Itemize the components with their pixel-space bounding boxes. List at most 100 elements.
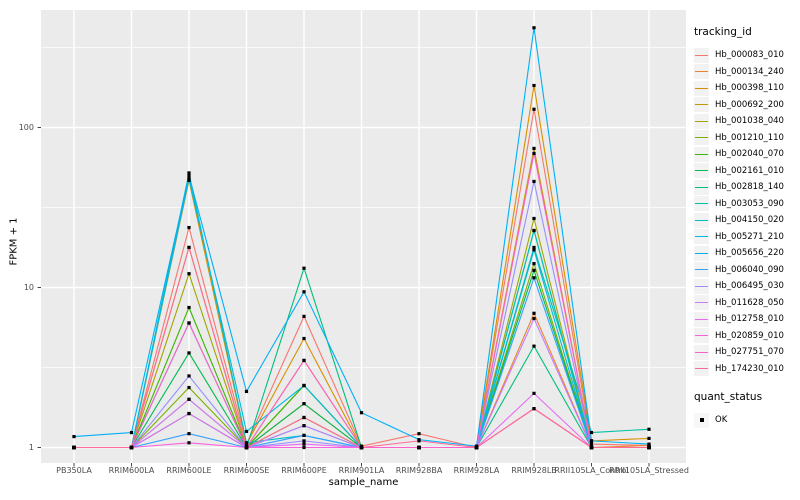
data-point [532,83,536,88]
legend-key-line-icon [694,344,709,360]
data-point [187,351,191,355]
legend-item: Hb_000692_200 [694,97,800,114]
legend-key-line-icon [694,64,709,80]
data-point [302,445,306,450]
legend-key-line-icon [694,295,709,311]
legend-item-label: Hb_000083_010 [715,50,784,61]
data-point [532,146,536,151]
x-tick-label: RRIM928BA [395,466,443,475]
legend-item-label: Hb_002040_070 [715,149,784,160]
legend-item: Hb_002161_010 [694,163,800,180]
data-point [532,276,536,280]
data-point [532,344,536,348]
data-point [647,442,651,446]
legend-item: Hb_006495_030 [694,278,800,295]
data-point [302,266,306,270]
legend-item: Hb_174230_010 [694,361,800,378]
series-color-line-icon [695,203,708,205]
legend-item-label: Hb_000134_240 [715,66,784,77]
data-point [302,290,306,294]
data-point [187,174,191,178]
series-color-line-icon [695,252,708,254]
data-point [187,385,191,390]
data-point [302,439,306,443]
legend-key-line-icon [694,361,709,377]
series-color-line-icon [695,236,708,238]
legend-key-line-icon [694,113,709,129]
data-point [187,374,191,378]
legend-title-quant-status: quant_status [694,391,763,403]
quant-status-label: OK [715,415,728,426]
data-point [417,439,421,443]
data-point [187,272,191,276]
series-color-line-icon [695,219,708,221]
legend-key-line-icon [694,245,709,261]
legend-item: Hb_002818_140 [694,179,800,196]
legend-item-label: Hb_004150_020 [715,215,784,226]
y-tick-label: 100 [18,122,34,132]
data-point [589,430,594,435]
data-point [474,445,479,450]
legend-key-line-icon [694,47,709,63]
data-point [72,434,76,439]
x-tick-label: RRII105LA_Stressed [609,466,689,475]
legend-item: Hb_002040_070 [694,146,800,163]
series-color-line-icon [695,269,708,271]
legend-key-line-icon [694,278,709,294]
legend-item-label: Hb_000692_200 [715,99,784,110]
series-color-line-icon [695,302,708,304]
panel-background [41,10,686,463]
series-color-line-icon [695,318,708,320]
legend-item: Hb_006040_090 [694,262,800,279]
legend-item-label: Hb_003053_090 [715,198,784,209]
legend-item-label: Hb_011628_050 [715,297,784,308]
data-point [187,305,191,310]
data-point [302,442,306,446]
legend-item-label: Hb_001210_110 [715,132,784,143]
series-color-line-icon [695,87,708,89]
legend-item: Hb_000398_110 [694,80,800,97]
legend-item: Hb_004150_020 [694,212,800,229]
legend-item: Hb_020859_010 [694,328,800,345]
legend-item: Hb_001038_040 [694,113,800,130]
data-point [589,445,594,450]
series-color-line-icon [695,71,708,73]
data-point [532,107,536,111]
data-point [302,383,306,388]
quant-status-key-icon [694,412,709,428]
x-tick-label: RRIM600LA [108,466,155,475]
series-color-line-icon [695,54,708,56]
legend-key-line-icon [694,311,709,327]
legend-item-label: Hb_002818_140 [715,182,784,193]
data-point [302,358,306,363]
data-point [417,432,421,436]
legend-item: Hb_003053_090 [694,196,800,213]
x-tick-label: RRIM600SE [223,466,270,475]
quant-status-items: OK [694,412,800,429]
legend-item-label: Hb_000398_110 [715,83,784,94]
y-axis-title: FPKM + 1 [8,217,20,266]
data-point [244,429,249,434]
data-point [187,178,191,183]
series-color-line-icon [695,186,708,188]
black-square-marker-icon [699,418,704,423]
legend-key-line-icon [694,328,709,344]
legend-title-tracking-id: tracking_id [694,26,752,38]
data-point [532,151,536,156]
data-point [532,262,536,266]
data-point [532,228,536,233]
series-color-line-icon [695,120,708,122]
legend-item: Hb_011628_050 [694,295,800,312]
data-point [129,445,134,450]
x-tick-label: PB350LA [56,466,92,475]
data-point [532,407,536,411]
series-color-line-icon [695,104,708,106]
data-point [129,430,134,435]
data-point [532,268,536,272]
data-point [72,445,76,450]
legend-item-label: Hb_005271_210 [715,231,784,242]
x-axis-title: sample_name [328,477,399,488]
quant-status-item: OK [694,412,800,429]
data-point [589,439,594,443]
data-point [532,248,536,252]
